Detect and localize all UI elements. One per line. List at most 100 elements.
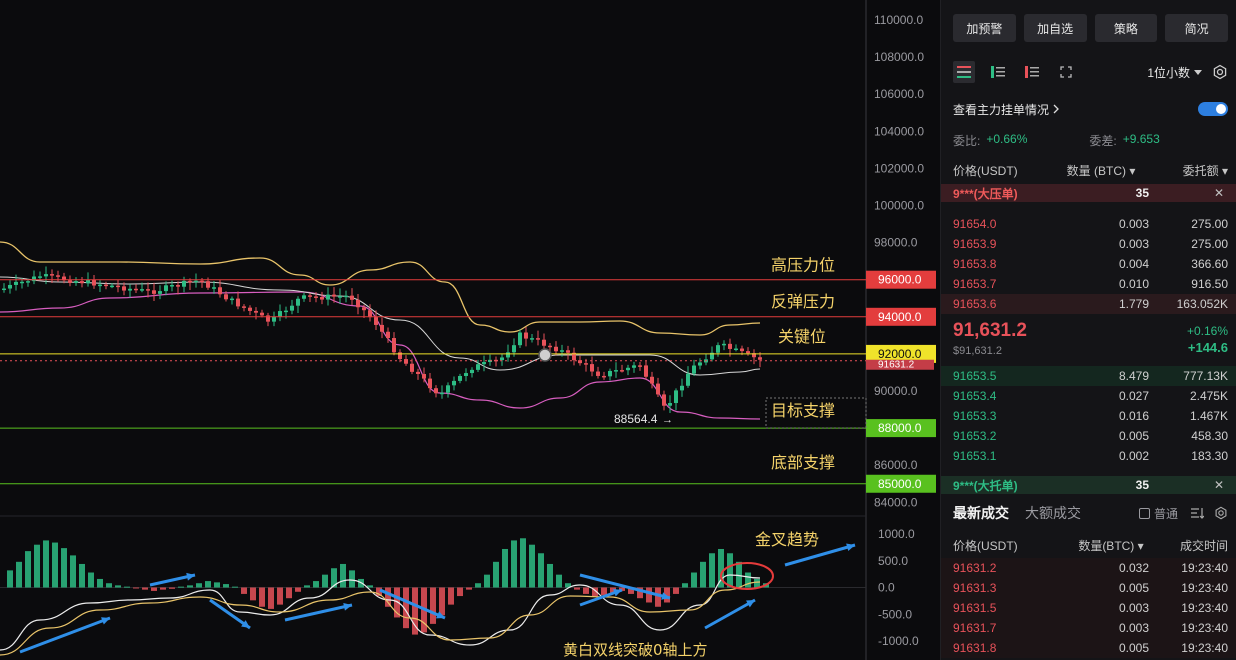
macd-tick-label: 1000.0 xyxy=(878,527,915,541)
price-cell: 91653.6 xyxy=(953,297,997,311)
trade-settings-icon[interactable] xyxy=(1214,506,1228,520)
candle-body xyxy=(344,295,348,298)
macd-tick-label: 0.0 xyxy=(878,581,895,595)
decimal-value: 1位小数 xyxy=(1147,65,1190,80)
price-cell: 91653.9 xyxy=(953,237,997,251)
macd-histogram-bar xyxy=(286,587,292,599)
kline-chart[interactable]: 110000.0 108000.0 106000.0 104000.0 102000.0… xyxy=(0,0,940,660)
common-filter[interactable]: 普通 xyxy=(1138,505,1228,522)
macd-histogram-bar xyxy=(43,540,49,588)
macd-histogram-bar xyxy=(313,581,319,588)
strategy-button[interactable]: 策略 xyxy=(1094,14,1158,42)
view-both-icon[interactable] xyxy=(953,61,975,83)
caret-down-icon xyxy=(1194,69,1202,75)
macd-histogram-bar xyxy=(322,574,328,588)
orderbook-row[interactable]: 91653.1 0.002 183.30 xyxy=(941,446,1236,466)
total-header[interactable]: 委托额 ▾ xyxy=(1182,163,1228,178)
close-icon[interactable]: ✕ xyxy=(1213,478,1224,492)
candle-body xyxy=(518,332,522,346)
candle-body xyxy=(236,298,240,307)
macd-histogram-bar xyxy=(34,544,40,588)
candle-body xyxy=(308,295,312,297)
macd-histogram-bar xyxy=(628,587,634,594)
trend-arrow-head xyxy=(186,572,195,581)
view-asks-icon[interactable] xyxy=(1021,61,1043,83)
low-price-label: 88564.4 xyxy=(614,412,658,426)
orderbook-row[interactable]: 91654.0 0.003 275.00 xyxy=(941,214,1236,234)
candle-body xyxy=(356,299,360,308)
trend-arrow-head xyxy=(343,602,352,611)
big-ask-order[interactable]: 9***(大压单) 35 ✕ xyxy=(941,184,1236,202)
settings-gear-icon[interactable] xyxy=(1212,64,1228,80)
macd-histogram-bar xyxy=(664,587,670,603)
macd-histogram-bar xyxy=(754,578,760,588)
orderbook-row[interactable]: 91653.9 0.003 275.00 xyxy=(941,234,1236,254)
chevron-right-icon[interactable] xyxy=(1051,104,1061,114)
view-bids-icon[interactable] xyxy=(987,61,1009,83)
candle-body xyxy=(380,324,384,332)
trade-row[interactable]: 91631.2 0.032 19:23:40 xyxy=(941,558,1236,578)
tab-latest-trades[interactable]: 最新成交 xyxy=(953,505,1009,521)
list-filter-icon[interactable] xyxy=(1190,507,1204,519)
candle-body xyxy=(512,345,516,353)
qty-header[interactable]: 数量 (BTC) ▾ xyxy=(1066,163,1136,178)
macd-histogram-bar xyxy=(502,548,508,588)
macd-histogram-bar xyxy=(142,587,148,590)
trend-arrow-head xyxy=(101,617,110,625)
big-bid-order[interactable]: 9***(大托单) 35 ✕ xyxy=(941,476,1236,494)
price-tick-label: 90000.0 xyxy=(874,384,918,398)
macd-histogram-bar xyxy=(475,583,481,588)
level-label: 高压力位 xyxy=(771,256,835,275)
level-tag-text: 96000.0 xyxy=(878,273,922,287)
trade-row[interactable]: 91631.8 0.005 19:23:40 xyxy=(941,638,1236,658)
orderbook-row[interactable]: 91653.8 0.004 366.60 xyxy=(941,254,1236,274)
orderbook-row[interactable]: 91653.5 8.479 777.13K xyxy=(941,366,1236,386)
macd-histogram-bar xyxy=(88,572,94,588)
mark-price: $91,631.2 xyxy=(953,345,1002,357)
macd-histogram-bar xyxy=(241,587,247,594)
candle-body xyxy=(176,285,180,287)
macd-histogram-bar xyxy=(196,583,202,588)
macd-histogram-bar xyxy=(538,553,544,588)
candle-body xyxy=(728,343,732,349)
overview-button[interactable]: 简况 xyxy=(1165,14,1228,42)
macd-histogram-bar xyxy=(691,572,697,588)
candle-body xyxy=(350,295,354,300)
level-label: 目标支撑 xyxy=(771,401,835,420)
trade-row[interactable]: 91631.5 0.003 19:23:40 xyxy=(941,598,1236,618)
tab-large-trades[interactable]: 大额成交 xyxy=(1025,505,1081,521)
candle-body xyxy=(404,359,408,364)
main-orders-switch[interactable] xyxy=(1198,102,1228,116)
macd-histogram-bar xyxy=(151,587,157,591)
trend-arrow xyxy=(19,616,111,654)
fullscreen-icon[interactable] xyxy=(1055,61,1077,83)
kline-chart-area[interactable]: 110000.0 108000.0 106000.0 104000.0 102000.0… xyxy=(0,0,940,660)
main-orders-label[interactable]: 查看主力挂单情况 xyxy=(953,102,1050,117)
checkbox-icon[interactable] xyxy=(1138,507,1150,519)
trade-row[interactable]: 91631.7 0.003 19:23:40 xyxy=(941,618,1236,638)
candle-body xyxy=(38,276,42,278)
trade-row[interactable]: 91631.3 0.005 19:23:40 xyxy=(941,578,1236,598)
add-watchlist-button[interactable]: 加自选 xyxy=(1023,14,1087,42)
candle-body xyxy=(326,294,330,300)
orderbook-row[interactable]: 91653.3 0.016 1.467K xyxy=(941,406,1236,426)
price-cell: 91631.8 xyxy=(953,641,997,655)
orderbook-row[interactable]: 91653.4 0.027 2.475K xyxy=(941,386,1236,406)
orderbook-row[interactable]: 91653.7 0.010 916.50 xyxy=(941,274,1236,294)
qty-cell: 0.016 xyxy=(1118,409,1149,423)
diff-value: +9.653 xyxy=(1122,132,1160,146)
candle-body xyxy=(374,317,378,325)
candle-body xyxy=(560,350,564,352)
orderbook-row[interactable]: 91653.6 1.779 163.052K xyxy=(941,294,1236,314)
macd-histogram-bar xyxy=(223,584,229,588)
orderbook-row[interactable]: 91653.2 0.005 458.30 xyxy=(941,426,1236,446)
candle-body xyxy=(206,281,210,288)
close-icon[interactable]: ✕ xyxy=(1213,186,1224,200)
decimal-select[interactable]: 1位小数 xyxy=(1147,64,1202,81)
candle-body xyxy=(2,288,6,291)
trade-qty-header[interactable]: 数量(BTC) ▾ xyxy=(1078,538,1144,553)
price-cell: 91654.0 xyxy=(953,217,997,231)
candle-body xyxy=(74,281,78,283)
add-alert-button[interactable]: 加预警 xyxy=(953,14,1016,42)
candle-body xyxy=(218,287,222,295)
